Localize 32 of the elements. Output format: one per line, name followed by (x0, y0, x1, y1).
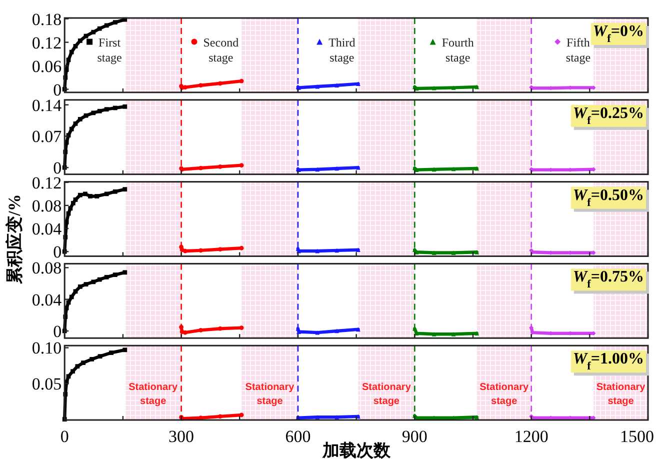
y-tick-label: 0.04 (32, 220, 62, 239)
legend-label: First stage (97, 35, 122, 64)
y-tick-label: 0.10 (32, 338, 62, 358)
x-tick-label: 1500 (620, 427, 654, 446)
legend-label: Fifth stage (566, 35, 591, 64)
band-label: Stationary stage (596, 382, 646, 408)
band-label: Stationary stage (128, 382, 178, 408)
y-tick-label: 0.07 (32, 127, 62, 146)
x-tick-label: 900 (402, 427, 428, 446)
annotation: W$_{f}$=0.75% (572, 268, 644, 291)
band-label: Stationary stage (480, 382, 529, 408)
y-tick-label: 0.05 (32, 374, 62, 394)
band-label: Stationary stage (362, 382, 412, 408)
legend-label: Second stage (203, 35, 239, 64)
band-label: Stationary stage (245, 382, 295, 408)
x-tick-label: 600 (285, 427, 311, 446)
y-tick-label: 0.06 (32, 56, 62, 76)
annotation: W$_{f}$=1.00% (572, 350, 644, 373)
legend-label: Third stage (328, 35, 356, 64)
annotation: W$_{f}$=0.25% (572, 104, 644, 127)
y-tick-label: 0.08 (32, 196, 62, 216)
y-tick-label: 0.12 (32, 33, 62, 52)
x-axis-title: 加载次数 (321, 441, 392, 459)
x-tick-label: 300 (168, 427, 194, 446)
y-tick-label: 0 (53, 322, 62, 341)
legend-label: Fourth stage (442, 35, 474, 64)
x-tick-label: 1200 (514, 427, 548, 446)
y-tick-label: 0.18 (32, 10, 62, 29)
annotation: W$_{f}$=0% (592, 23, 644, 45)
annotation: W$_{f}$=0.50% (572, 186, 644, 209)
y-tick-label: 0.04 (32, 290, 62, 310)
y-axis-title: 累积应变/% (5, 194, 24, 285)
